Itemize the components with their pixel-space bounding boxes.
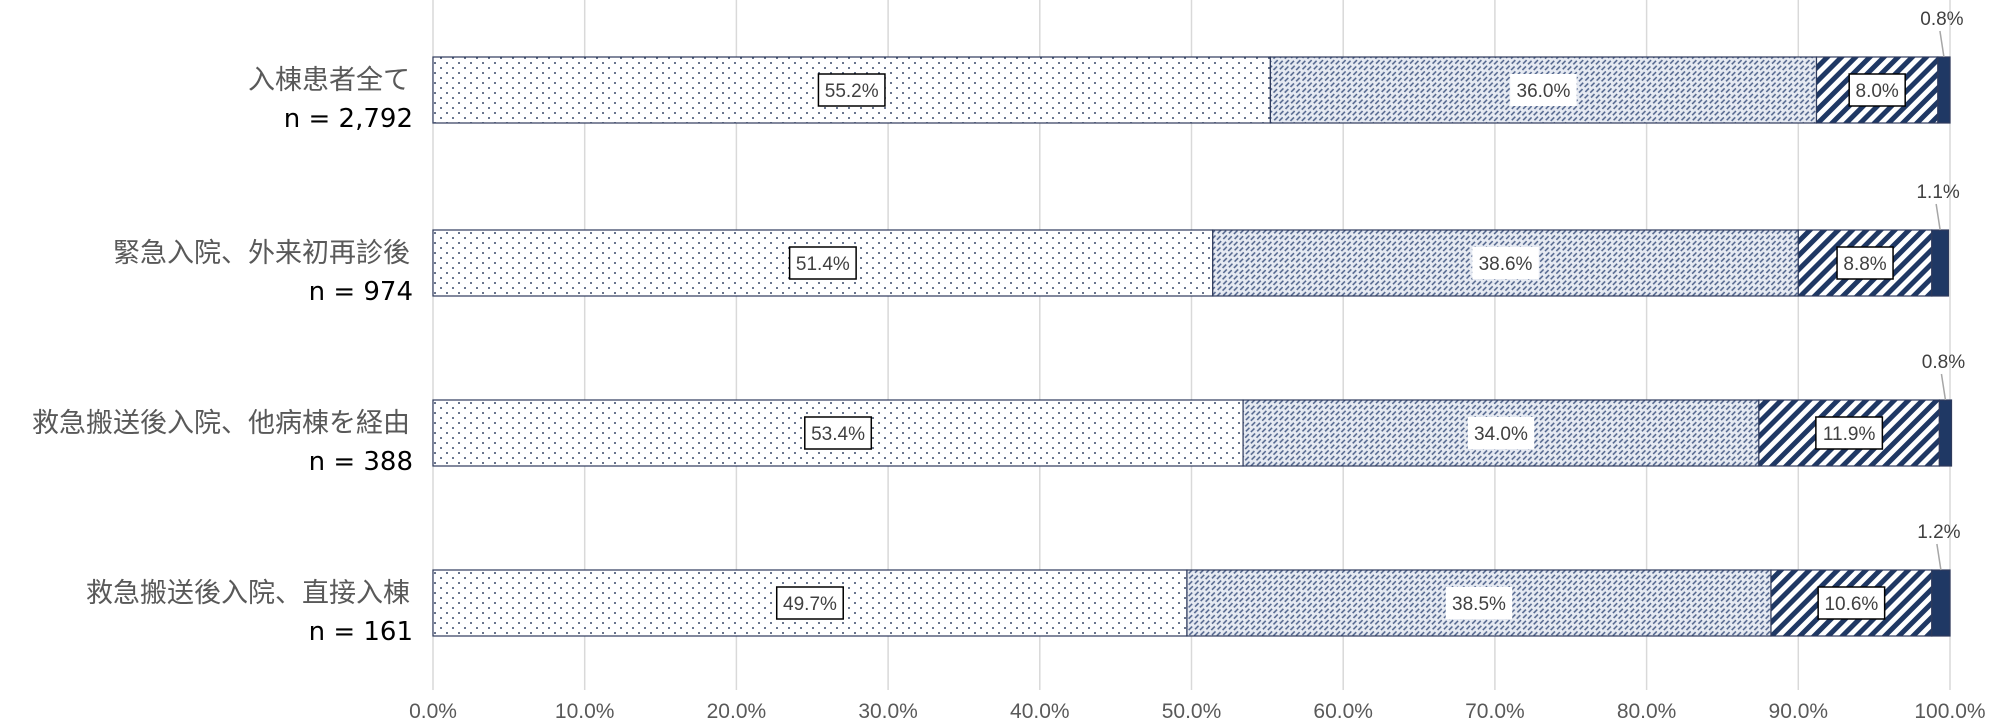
leader-line	[1939, 30, 1945, 58]
data-label: 53.4%	[811, 424, 865, 445]
data-label: 8.0%	[1856, 81, 1899, 102]
leader-line	[1936, 543, 1942, 571]
x-tick-label: 20.0%	[707, 700, 767, 723]
data-label: 11.9%	[1823, 424, 1876, 445]
data-label: 0.8%	[1922, 352, 1965, 373]
bar-segment	[1931, 229, 1950, 297]
leader-line	[1940, 373, 1947, 401]
data-label: 36.0%	[1517, 81, 1571, 102]
x-tick-label: 30.0%	[858, 700, 918, 723]
data-label: 55.2%	[825, 81, 879, 102]
bar-segment	[1797, 229, 1933, 297]
leader-line	[1935, 203, 1941, 231]
data-label-box	[1445, 587, 1513, 619]
data-label: 34.0%	[1474, 424, 1528, 445]
bars	[432, 56, 1953, 637]
labels: 0.0% 10.0% 20.0% 30.0% 40.0% 50.0% 60.0% 70.0% 8…	[32, 9, 1986, 723]
data-label-box	[1817, 586, 1886, 620]
data-label-box	[1815, 416, 1884, 450]
data-label-box	[1472, 247, 1539, 279]
category-label: 救急搬送後入院、他病棟を経由	[32, 408, 410, 439]
data-label-box	[1510, 74, 1577, 106]
x-tick-label: 90.0%	[1769, 700, 1829, 723]
data-label-box	[1836, 246, 1894, 280]
data-label: 1.1%	[1916, 182, 1959, 203]
data-label: 1.2%	[1917, 522, 1960, 543]
data-label: 49.7%	[783, 594, 837, 615]
data-label-box	[788, 246, 857, 280]
category-n-label: n = 2,792	[284, 104, 413, 134]
data-label: 38.6%	[1479, 254, 1533, 275]
x-tick-label: 100.0%	[1914, 700, 1985, 723]
x-tick-label: 50.0%	[1162, 700, 1222, 723]
x-tick-label: 0.0%	[409, 700, 457, 723]
data-label-box	[1467, 417, 1535, 449]
category-n-label: n = 388	[309, 447, 413, 477]
x-tick-label: 70.0%	[1465, 700, 1525, 723]
data-label-box	[817, 73, 886, 107]
data-label-box	[775, 586, 844, 620]
category-label: 救急搬送後入院、直接入棟	[86, 578, 410, 609]
data-label: 0.8%	[1920, 9, 1963, 30]
data-label: 51.4%	[796, 254, 850, 275]
data-label-box	[1848, 73, 1906, 107]
x-tick-label: 80.0%	[1617, 700, 1677, 723]
bar-segment	[1931, 569, 1951, 637]
data-label: 38.5%	[1452, 594, 1506, 615]
category-label: 緊急入院、外来初再診後	[113, 238, 410, 269]
category-label: 入棟患者全て	[248, 65, 410, 96]
bar-segment	[1937, 56, 1951, 124]
category-n-label: n = 974	[309, 277, 413, 307]
data-label: 10.6%	[1824, 594, 1878, 615]
x-tick-label: 40.0%	[1010, 700, 1070, 723]
x-tick-label: 10.0%	[555, 700, 615, 723]
bar-segment	[1938, 399, 1953, 467]
data-label: 8.8%	[1843, 254, 1886, 275]
data-label-box	[804, 416, 873, 450]
category-n-label: n = 161	[309, 617, 413, 647]
x-tick-label: 60.0%	[1313, 700, 1373, 723]
